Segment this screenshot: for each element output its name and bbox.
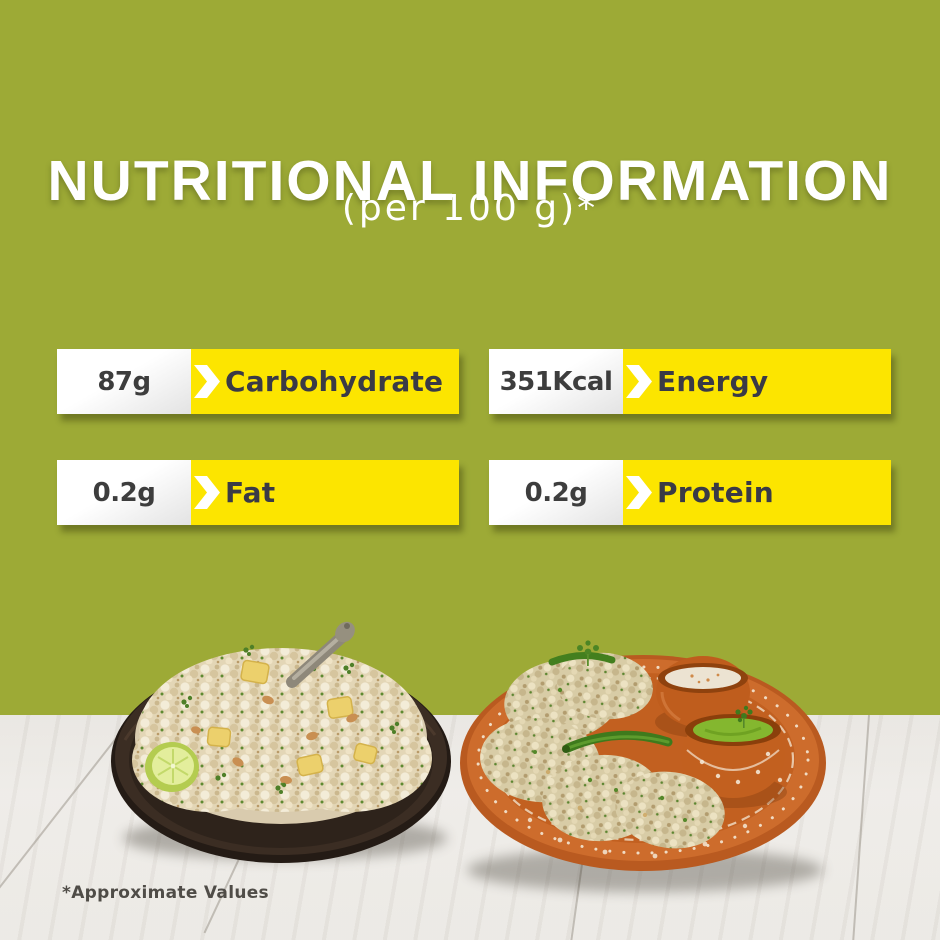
coriander-garnish xyxy=(735,705,753,728)
chevron-right-icon xyxy=(194,476,220,509)
sabudana-vada xyxy=(533,687,725,849)
sabudana-khichdi-plate-image xyxy=(111,621,451,863)
page-title: NUTRITIONAL INFORMATION xyxy=(47,149,893,214)
nutrition-label: Protein xyxy=(657,476,774,509)
lime-slice xyxy=(145,742,199,792)
khichdi-food xyxy=(132,644,432,824)
approximate-values-footnote: *Approximate Values xyxy=(62,883,269,903)
chevron-right-icon xyxy=(626,476,652,509)
sabudana-vada-plate-image xyxy=(460,640,826,892)
nutrition-value-box: 0.2g xyxy=(57,460,191,525)
nutrition-value: 0.2g xyxy=(92,477,156,508)
spoon-icon xyxy=(286,621,355,688)
serving-size-subtitle: (per 100 g)* xyxy=(341,188,599,229)
nutrition-value: 0.2g xyxy=(524,477,588,508)
green-chutney-bowl xyxy=(679,705,787,808)
nutrition-badge-protein: 0.2g Protein xyxy=(489,460,891,525)
nutrition-badge-energy: 351Kcal Energy xyxy=(489,349,891,414)
nutrition-label: Fat xyxy=(225,476,276,509)
chevron-right-icon xyxy=(194,365,220,398)
nutrition-value: 87g xyxy=(97,366,151,397)
nutrition-label: Carbohydrate xyxy=(225,365,444,398)
nutrition-value: 351Kcal xyxy=(499,366,613,397)
green-chili xyxy=(548,652,673,753)
chevron-right-icon xyxy=(626,365,652,398)
nutrition-value-box: 351Kcal xyxy=(489,349,623,414)
nutrition-value-box: 87g xyxy=(57,349,191,414)
nutrition-label: Energy xyxy=(657,365,769,398)
nutrition-badge-carbohydrate: 87g Carbohydrate xyxy=(57,349,459,414)
nutrition-badge-fat: 0.2g Fat xyxy=(57,460,459,525)
cilantro-sprig xyxy=(577,640,599,666)
nutrition-value-box: 0.2g xyxy=(489,460,623,525)
